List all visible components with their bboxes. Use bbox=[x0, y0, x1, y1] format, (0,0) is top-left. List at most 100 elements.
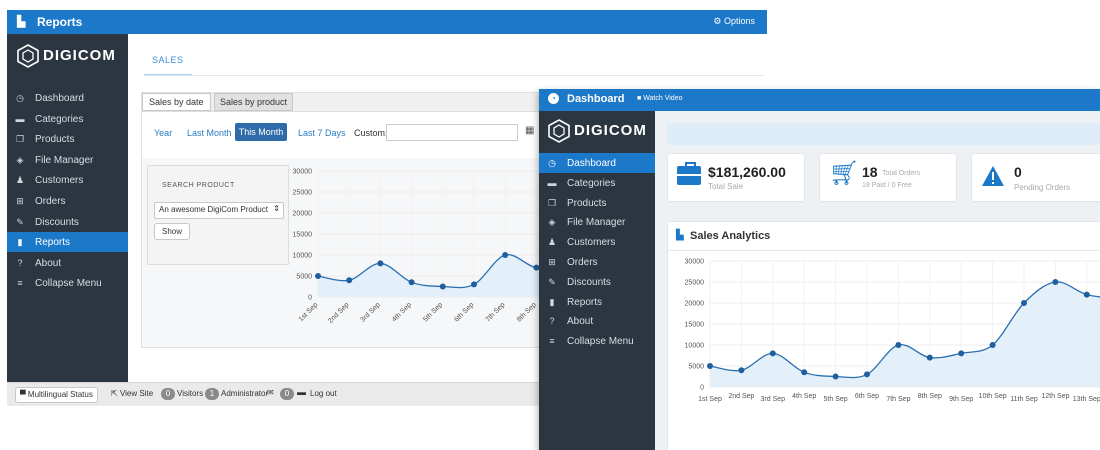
cart-icon: ⊞ bbox=[548, 257, 556, 267]
total-sale-value: $181,260.00 bbox=[708, 164, 786, 180]
sidebar-item-customers[interactable]: ♟ Customers bbox=[7, 170, 128, 190]
y-tick-label: 25000 bbox=[685, 280, 705, 287]
custom-date-input[interactable] bbox=[386, 124, 518, 141]
data-point[interactable] bbox=[1052, 279, 1059, 285]
clock-icon: ◷ bbox=[548, 158, 556, 168]
sidebar-item-discounts[interactable]: ✎ Discounts bbox=[7, 212, 128, 232]
data-point[interactable] bbox=[989, 342, 996, 348]
sidebar-item-customers[interactable]: ♟ Customers bbox=[539, 232, 655, 252]
data-point[interactable] bbox=[864, 371, 870, 378]
data-point[interactable] bbox=[1083, 291, 1090, 298]
logo-text: DIGICOM bbox=[43, 47, 116, 64]
x-tick-label: 10th Sep bbox=[979, 393, 1007, 400]
sidebar-item-label: About bbox=[567, 316, 594, 328]
admin-label: Administrator bbox=[221, 389, 269, 398]
sidebar-item-label: Dashboard bbox=[567, 158, 616, 169]
range-last-7-days[interactable]: Last 7 Days bbox=[298, 128, 346, 138]
sidebar: DIGICOM ◷ Dashboard ▬ Categories ❐ Products ◈ F… bbox=[539, 111, 655, 450]
sidebar-item-collapse-menu[interactable]: ≡ Collapse Menu bbox=[539, 331, 655, 351]
sidebar-item-dashboard[interactable]: ◷ Dashboard bbox=[7, 88, 128, 108]
series-area bbox=[710, 281, 1100, 387]
sidebar-item-file-manager[interactable]: ◈ File Manager bbox=[7, 150, 128, 170]
list-icon: ≡ bbox=[549, 336, 555, 347]
y-tick-label: 5000 bbox=[688, 364, 704, 371]
dashboard-content: $181,260.00 Total Sale 🛒︎ 18 Total Order… bbox=[655, 111, 1100, 450]
wrench-icon: ✎ bbox=[548, 276, 556, 287]
paid-free-label: 18 Paid / 0 Free bbox=[862, 182, 912, 189]
calendar-icon[interactable]: ▦ bbox=[525, 125, 535, 136]
tab-underline bbox=[144, 75, 764, 76]
search-product-label: SEARCH PRODUCT bbox=[162, 182, 235, 189]
subtab-sales-by-date[interactable]: Sales by date bbox=[142, 93, 211, 111]
list-icon: ≡ bbox=[17, 278, 23, 289]
data-point[interactable] bbox=[801, 369, 808, 376]
question-icon: ? bbox=[549, 316, 555, 327]
x-tick-label: 6th Sep bbox=[453, 301, 475, 323]
x-tick-label: 8th Sep bbox=[516, 301, 538, 323]
data-point[interactable] bbox=[346, 277, 353, 284]
y-tick-label: 15000 bbox=[685, 322, 705, 329]
sidebar-item-file-manager[interactable]: ◈ File Manager bbox=[539, 212, 655, 232]
x-tick-label: 7th Sep bbox=[485, 301, 507, 323]
x-tick-label: 9th Sep bbox=[949, 396, 973, 403]
sidebar-item-categories[interactable]: ▬ Categories bbox=[539, 173, 655, 193]
data-point[interactable] bbox=[439, 283, 446, 290]
folder-icon: ▬ bbox=[15, 113, 25, 124]
data-point[interactable] bbox=[895, 342, 902, 348]
sidebar-item-label: About bbox=[35, 257, 62, 269]
sidebar-item-orders[interactable]: ⊞ Orders bbox=[539, 252, 655, 272]
data-point[interactable] bbox=[377, 260, 384, 267]
sidebar-item-orders[interactable]: ⊞ Orders bbox=[7, 191, 128, 211]
info-banner bbox=[667, 123, 1100, 145]
data-point[interactable] bbox=[1021, 300, 1027, 306]
clock-icon: ◷ bbox=[16, 93, 24, 103]
data-point[interactable] bbox=[926, 354, 933, 361]
x-tick-label: 12th Sep bbox=[1041, 393, 1069, 400]
logout-link[interactable]: Log out bbox=[310, 389, 337, 398]
subtab-sales-by-product[interactable]: Sales by product bbox=[214, 93, 294, 111]
range-this-month[interactable]: This Month bbox=[235, 123, 287, 141]
multilingual-status-button[interactable]: ▀ Multilingual Status bbox=[15, 387, 98, 403]
data-point[interactable] bbox=[502, 252, 509, 258]
users-icon: ♟ bbox=[15, 175, 25, 186]
y-tick-label: 15000 bbox=[293, 232, 313, 239]
envelope-icon[interactable]: ✉ bbox=[267, 388, 274, 397]
data-point[interactable] bbox=[408, 279, 415, 286]
x-tick-label: 1st Sep bbox=[298, 301, 320, 323]
warning-icon bbox=[982, 166, 1004, 186]
product-select[interactable]: An awesome DigiCom Product ⇕ bbox=[154, 202, 284, 219]
sidebar-item-products[interactable]: ❐ Products bbox=[539, 193, 655, 213]
x-tick-label: 11th Sep bbox=[1010, 396, 1038, 403]
data-point[interactable] bbox=[707, 363, 713, 369]
data-point[interactable] bbox=[315, 273, 321, 279]
sidebar-item-reports[interactable]: ▮ Reports bbox=[539, 292, 655, 312]
sidebar-item-products[interactable]: ❐ Products bbox=[7, 129, 128, 149]
data-point[interactable] bbox=[769, 350, 776, 357]
data-point[interactable] bbox=[958, 350, 965, 357]
watch-video-link[interactable]: ■ Watch Video bbox=[637, 95, 683, 102]
view-site-link[interactable]: ⇱ View Site bbox=[111, 389, 154, 398]
tab-sales[interactable]: SALES bbox=[144, 50, 192, 76]
sidebar-item-reports[interactable]: ▮ Reports bbox=[7, 232, 128, 253]
sidebar-item-about[interactable]: ? About bbox=[7, 253, 128, 273]
admin-count-badge: 1 bbox=[205, 388, 219, 400]
sidebar-item-collapse-menu[interactable]: ≡ Collapse Menu bbox=[7, 273, 128, 293]
show-button[interactable]: Show bbox=[154, 223, 191, 240]
options-button[interactable]: ⚙ Options bbox=[713, 16, 755, 26]
data-point[interactable] bbox=[738, 367, 745, 374]
y-tick-label: 10000 bbox=[293, 253, 313, 260]
sidebar-item-about[interactable]: ? About bbox=[539, 311, 655, 331]
sidebar-item-discounts[interactable]: ✎ Discounts bbox=[539, 272, 655, 292]
sidebar-item-dashboard[interactable]: ◷ Dashboard bbox=[539, 153, 655, 173]
analytics-title: Sales Analytics bbox=[690, 230, 771, 242]
y-tick-label: 0 bbox=[308, 295, 312, 302]
x-tick-label: 3rd Sep bbox=[360, 301, 382, 323]
sidebar-item-label: Products bbox=[35, 134, 75, 146]
range-year[interactable]: Year bbox=[154, 128, 173, 138]
range-last-month[interactable]: Last Month bbox=[187, 128, 232, 138]
cart-icon: ⊞ bbox=[16, 196, 24, 206]
data-point[interactable] bbox=[533, 264, 540, 271]
sidebar-item-categories[interactable]: ▬ Categories bbox=[7, 109, 128, 129]
data-point[interactable] bbox=[832, 373, 839, 380]
data-point[interactable] bbox=[471, 281, 477, 288]
